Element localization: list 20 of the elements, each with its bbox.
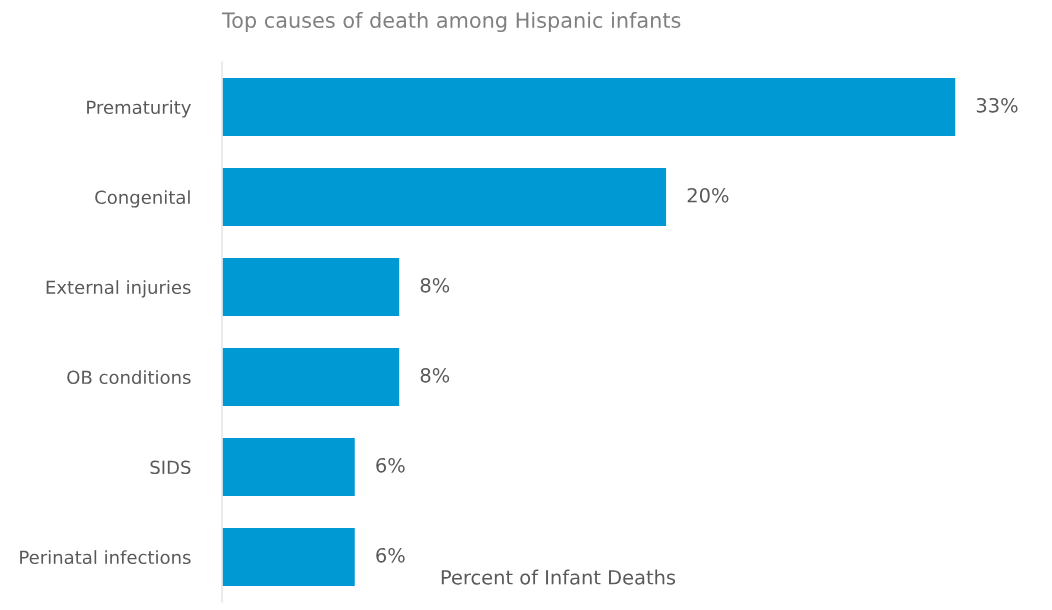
chart-title: Top causes of death among Hispanic infants [221,11,681,33]
bar [222,346,401,408]
data-label: 8% [420,367,450,383]
bar [222,166,668,228]
bar [222,256,401,318]
data-label: 20% [687,187,729,203]
data-label: 6% [376,547,405,563]
y-tick-label: OB conditions [67,370,191,385]
data-label: 8% [420,277,450,293]
data-label: 33% [976,97,1018,113]
y-tick-label: Prematurity [87,100,191,118]
y-tick-label: Perinatal infections [20,550,191,565]
bar [222,436,357,498]
y-tick-label: Congenital [95,190,190,208]
data-label: 6% [376,457,405,473]
y-tick-label: SIDS [150,460,191,475]
x-axis-title: Percent of Infant Deaths [441,569,676,585]
bar [222,526,357,588]
bar [222,76,957,138]
y-tick-label: External injuries [46,280,191,298]
